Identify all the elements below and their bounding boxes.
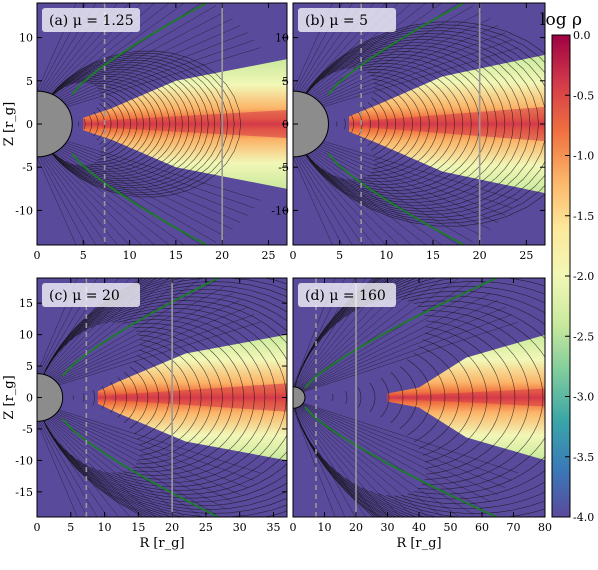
y-tick-label: 10 <box>19 329 33 342</box>
x-tick-label: 0 <box>290 521 297 534</box>
x-tick-label: 5 <box>80 249 87 262</box>
x-tick-label: 20 <box>473 249 487 262</box>
colorbar-tick-label: -2.0 <box>573 270 594 283</box>
x-tick-label: 25 <box>261 249 275 262</box>
x-tick-label: 5 <box>67 521 74 534</box>
y-tick-label: 0 <box>282 118 289 131</box>
x-tick-label: 60 <box>475 521 489 534</box>
y-tick-label: 10 <box>275 32 289 45</box>
x-tick-label: 10 <box>318 521 332 534</box>
x-tick-label: 25 <box>519 249 533 262</box>
panel-title-b: (b) μ = 5 <box>305 13 368 29</box>
y-tick-label: 15 <box>19 297 33 310</box>
y-tick-label: 0 <box>26 392 33 405</box>
x-tick-label: 10 <box>98 521 112 534</box>
y-tick-label: -10 <box>15 204 33 217</box>
x-tick-label: 70 <box>507 521 521 534</box>
x-tick-label: 40 <box>412 521 426 534</box>
panel-title-d: (d) μ = 160 <box>305 288 386 304</box>
x-tick-label: 15 <box>426 249 440 262</box>
colorbar-tick-label: -1.0 <box>573 150 594 163</box>
x-tick-label: 30 <box>381 521 395 534</box>
x-tick-label: 50 <box>444 521 458 534</box>
panel-title-c: (c) μ = 20 <box>49 288 120 304</box>
x-tick-label: 5 <box>336 249 343 262</box>
y-tick-label: -5 <box>22 423 33 436</box>
y-tick-label: -10 <box>15 454 33 467</box>
y-tick-label: 10 <box>19 32 33 45</box>
x-tick-label: 0 <box>34 521 41 534</box>
x-tick-label: 0 <box>290 249 297 262</box>
y-tick-label: 0 <box>26 118 33 131</box>
x-tick-label: 10 <box>379 249 393 262</box>
y-axis-label: Z [r_g] <box>2 102 17 146</box>
y-tick-label: -10 <box>271 204 289 217</box>
y-tick-label: 5 <box>282 75 289 88</box>
x-tick-label: 35 <box>266 521 280 534</box>
y-tick-label: -5 <box>22 161 33 174</box>
x-tick-label: 20 <box>165 521 179 534</box>
y-axis-label: Z [r_g] <box>2 375 17 419</box>
y-tick-label: 5 <box>26 75 33 88</box>
x-tick-label: 0 <box>34 249 41 262</box>
x-tick-label: 30 <box>233 521 247 534</box>
x-tick-label: 15 <box>169 249 183 262</box>
colorbar-tick-label: -3.5 <box>573 451 594 464</box>
x-axis-label: R [r_g] <box>396 536 441 551</box>
x-tick-label: 20 <box>349 521 363 534</box>
x-tick-label: 10 <box>123 249 137 262</box>
colorbar-label: log ρ <box>540 10 582 30</box>
panel-b: (b) μ = 5 0 5 10 15 20 25 -10 -5 0 5 10 <box>258 0 581 289</box>
x-tick-label: 20 <box>215 249 229 262</box>
colorbar-tick-label: -0.5 <box>573 89 594 102</box>
y-tick-label: 5 <box>26 360 33 373</box>
colorbar-tick-label: 0.0 <box>573 29 591 42</box>
y-tick-label: -15 <box>15 486 33 499</box>
colorbar-tick-label: -2.5 <box>573 330 594 343</box>
x-tick-label: 25 <box>199 521 213 534</box>
y-tick-label: -5 <box>278 161 289 174</box>
x-tick-label: 15 <box>131 521 145 534</box>
colorbar-tick-label: -3.0 <box>573 391 594 404</box>
colorbar-tick-label: -4.0 <box>573 511 594 524</box>
colorbar-tick-label: -1.5 <box>573 210 594 223</box>
panel-a: (a) μ = 1.25 0 5 10 15 20 25 -10 -5 0 5 10 Z [r_g] <box>2 0 287 289</box>
x-tick-label: 80 <box>538 521 552 534</box>
x-axis-label: R [r_g] <box>139 536 184 551</box>
panel-title-a: (a) μ = 1.25 <box>49 13 134 29</box>
